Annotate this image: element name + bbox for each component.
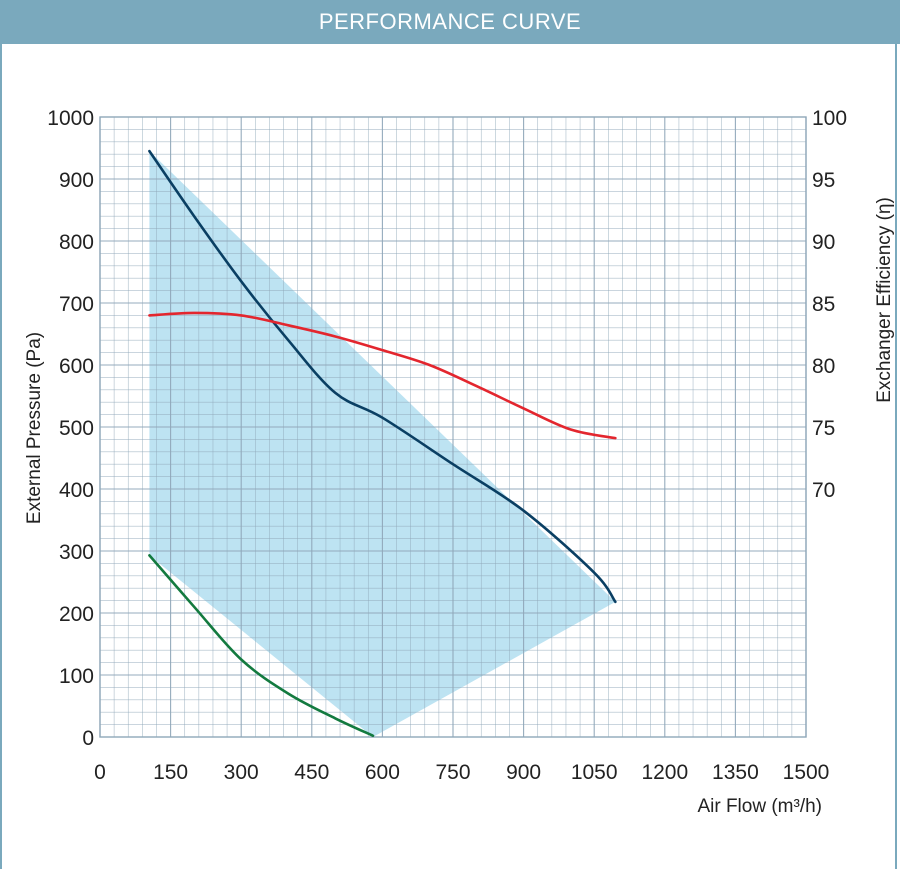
y2-tick-label: 70	[812, 479, 835, 502]
y2-axis-label: Exchanger Efficiency (η)	[874, 197, 895, 403]
y-tick-label: 100	[59, 665, 94, 688]
y-tick-label: 200	[59, 603, 94, 626]
plot-border	[99, 116, 807, 738]
y2-tick-label: 85	[812, 293, 835, 316]
efficiency-curve-line	[148, 311, 617, 440]
x-tick-label: 450	[294, 761, 329, 784]
y2-tick-label: 80	[812, 355, 835, 378]
y2-tick-label: 75	[812, 417, 835, 440]
y-tick-label: 800	[59, 231, 94, 254]
x-tick-label: 150	[153, 761, 188, 784]
y-tick-label: 600	[59, 355, 94, 378]
y-tick-label: 0	[82, 727, 94, 750]
y-tick-label: 500	[59, 417, 94, 440]
x-tick-label: 600	[365, 761, 400, 784]
pressure-curve-line	[148, 149, 617, 604]
y-tick-label: 1000	[47, 107, 94, 130]
minimum-curve-line	[148, 554, 375, 738]
y2-tick-label: 90	[812, 231, 835, 254]
x-tick-label: 900	[506, 761, 541, 784]
chart-header-title: PERFORMANCE CURVE	[0, 0, 900, 44]
y2-tick-label: 100	[812, 107, 847, 130]
grid-layer	[99, 116, 807, 738]
x-tick-label: 1500	[783, 761, 830, 784]
y2-tick-label: 95	[812, 169, 835, 192]
y-axis-label: External Pressure (Pa)	[24, 332, 45, 524]
y-tick-label: 900	[59, 169, 94, 192]
x-tick-label: 1200	[641, 761, 688, 784]
x-tick-label: 750	[435, 761, 470, 784]
y-tick-label: 700	[59, 293, 94, 316]
x-axis-label: Air Flow (m³/h)	[697, 796, 822, 817]
x-tick-label: 1350	[712, 761, 759, 784]
x-tick-label: 0	[94, 761, 106, 784]
y-tick-label: 300	[59, 541, 94, 564]
x-tick-label: 1050	[571, 761, 618, 784]
series-layer	[148, 149, 617, 738]
y-tick-label: 400	[59, 479, 94, 502]
tick-label-layer: 0 150 300 450 600 750 900 1050 1200 1350 1500 0 100 2…	[47, 107, 847, 784]
x-tick-label: 300	[224, 761, 259, 784]
